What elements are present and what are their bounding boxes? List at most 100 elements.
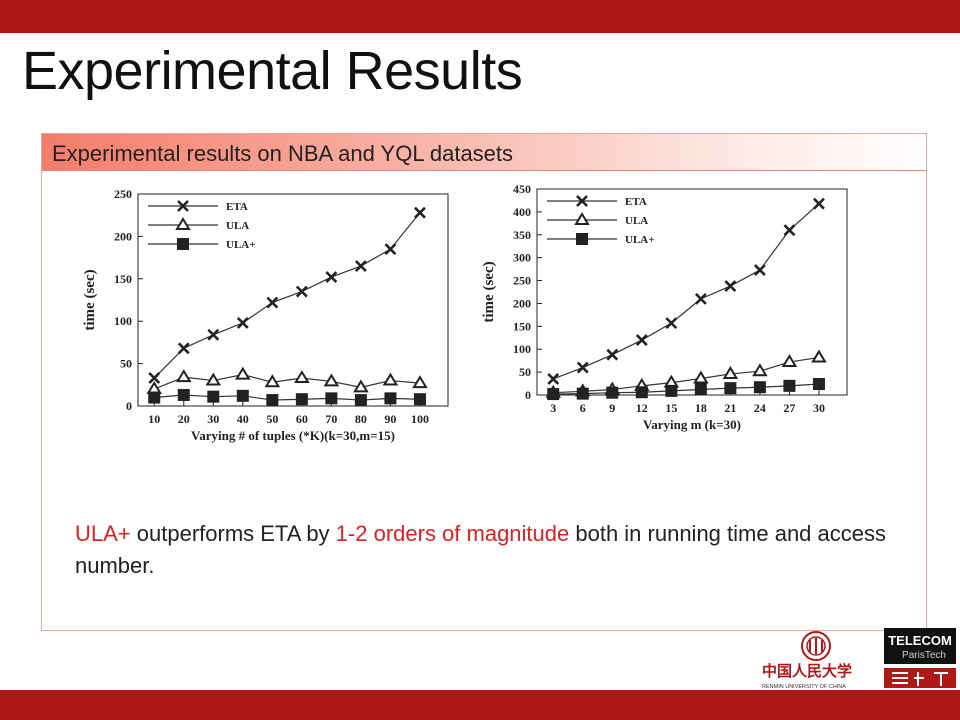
eta-point (177, 200, 189, 212)
x-tick-label: 10 (148, 412, 160, 426)
ula-plus-point (236, 389, 249, 402)
paristech-logo-text: ParisTech (902, 650, 946, 661)
y-tick-label: 150 (513, 319, 531, 333)
eta-point (606, 348, 619, 361)
series-line-ula (154, 374, 421, 390)
eta-point (236, 316, 249, 329)
eta-point (724, 280, 737, 292)
ula-point (175, 217, 191, 230)
ula-plus-point (576, 387, 589, 400)
x-tick-label: 24 (754, 401, 766, 415)
ula-plus-point (753, 381, 766, 394)
panel-header: Experimental results on NBA and YQL data… (42, 134, 926, 171)
ula-plus-point (547, 388, 560, 401)
telecom-logo-text: TELECOM (888, 633, 952, 648)
y-tick-label: 250 (513, 274, 531, 288)
ula-plus-point (177, 238, 189, 250)
eta-point (694, 292, 707, 305)
ula-point (412, 375, 428, 389)
legend-label: ULA (625, 215, 648, 227)
y-tick-label: 250 (114, 187, 132, 201)
y-tick-label: 100 (513, 342, 531, 356)
eta-point (384, 243, 397, 256)
magnitude-highlight: 1-2 orders of magnitude (335, 521, 570, 546)
eta-point (665, 317, 678, 330)
ula-plus-point (384, 392, 397, 405)
ula-plus-point (783, 379, 796, 392)
ula-point (323, 373, 340, 387)
ruc-logo-text: 中国人民大学 (762, 662, 852, 680)
eta-point (295, 285, 308, 298)
series-line-ula-plus (154, 394, 420, 401)
ula-plus-point (266, 394, 279, 407)
eta-point (266, 296, 279, 309)
ula-plus-point (354, 394, 367, 407)
y-tick-label: 350 (513, 228, 531, 242)
y-tick-label: 50 (120, 357, 132, 371)
ula-point (294, 370, 310, 384)
legend-label: ULA (226, 220, 249, 232)
ruc-logo-subtext: RENMIN UNIVERSITY OF CHINA (762, 684, 846, 690)
x-tick-label: 18 (695, 401, 707, 415)
x-tick-label: 12 (636, 401, 648, 415)
x-tick-label: 20 (178, 412, 190, 426)
x-tick-label: 50 (266, 412, 278, 426)
ula-plus-point (413, 393, 426, 406)
ula-point (264, 374, 281, 388)
x-tick-label: 27 (783, 401, 795, 415)
x-tick-label: 9 (609, 401, 615, 415)
top-accent-bar (0, 0, 960, 33)
eta-point (325, 271, 338, 284)
chart-legend: ETA ULA ULA+ (547, 195, 655, 246)
panel-header-text: Experimental results on NBA and YQL data… (52, 141, 514, 166)
ula-point (205, 372, 222, 386)
ula-point (722, 365, 739, 379)
yql-chart: 0 50 100 150 200 250 300 350 400 450 3 6 9 12 15 18 21 24… (481, 182, 848, 432)
y-tick-label: 50 (519, 365, 531, 379)
nba-chart: 0 50 100 150 200 250 10 20 30 40 50 60 70 80 90 100 Vary… (82, 187, 449, 443)
ula-plus-highlight: ULA+ (75, 521, 131, 546)
x-tick-label: 40 (237, 412, 249, 426)
x-tick-label: 60 (296, 412, 308, 426)
y-tick-label: 100 (114, 314, 132, 328)
x-tick-label: 15 (665, 401, 677, 415)
y-tick-label: 0 (525, 388, 531, 402)
ula-plus-point (606, 386, 619, 399)
ula-plus-point (694, 383, 707, 396)
x-axis-label: Varying m (k=30) (643, 417, 741, 432)
eta-point (547, 373, 560, 385)
y-axis-label: time (sec) (481, 261, 497, 322)
x-tick-label: 70 (325, 412, 337, 426)
eta-point (177, 342, 190, 355)
eta-point (635, 334, 648, 346)
ula-plus-point (325, 392, 338, 405)
x-tick-label: 30 (207, 412, 219, 426)
x-tick-label: 90 (384, 412, 396, 426)
ula-plus-point (576, 233, 588, 245)
ula-point (353, 379, 369, 393)
ula-plus-point (812, 378, 825, 391)
result-description: ULA+ outperforms ETA by 1-2 orders of ma… (75, 518, 925, 582)
ula-plus-point (665, 384, 678, 397)
legend-label: ULA+ (625, 234, 655, 246)
eta-point (576, 361, 589, 374)
eta-point (207, 328, 220, 341)
ula-point (175, 369, 192, 383)
legend-label: ULA+ (226, 239, 256, 251)
desc-text-2: both in running time and access number. (75, 521, 886, 578)
y-tick-label: 400 (513, 205, 531, 219)
ula-point (781, 354, 798, 368)
y-tick-label: 300 (513, 251, 531, 265)
eta-point (414, 206, 426, 219)
x-tick-label: 30 (813, 401, 825, 415)
series-line-ula-plus (553, 383, 819, 395)
y-tick-label: 150 (114, 272, 132, 286)
series-line-eta (553, 203, 820, 380)
ula-plus-point (207, 390, 220, 403)
ula-point (752, 363, 768, 377)
ula-plus-point (148, 391, 161, 404)
ula-plus-point (724, 382, 737, 395)
eta-point (148, 372, 161, 384)
eta-point (576, 195, 588, 207)
y-tick-label: 200 (114, 229, 132, 243)
